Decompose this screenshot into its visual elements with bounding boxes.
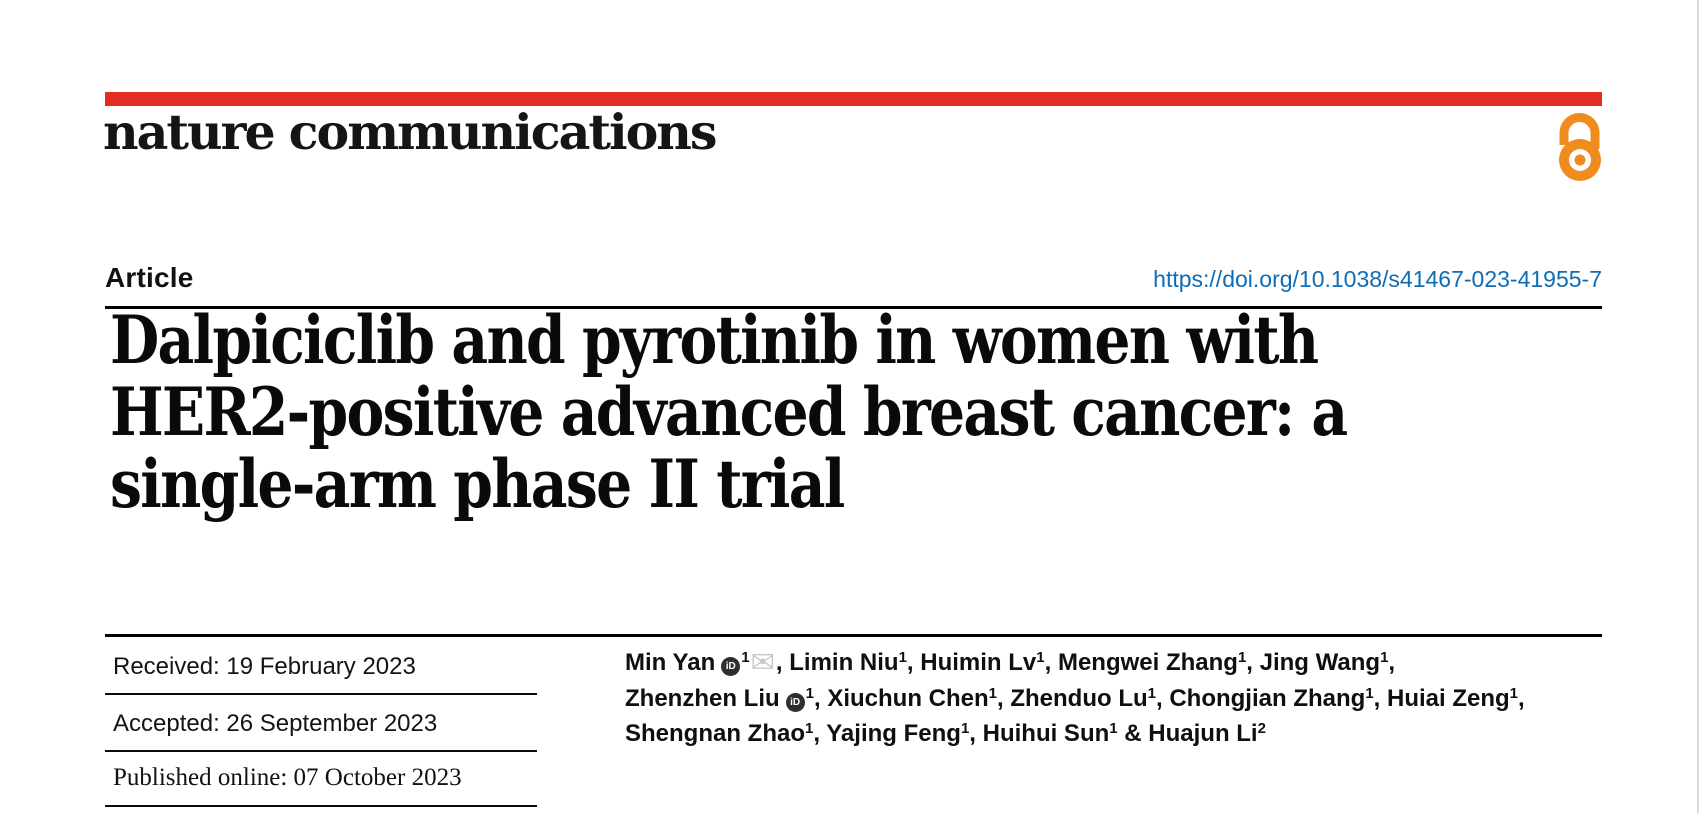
author-name-text: , Huihui Sun [969,720,1110,747]
affiliation-superscript: 1 [1147,684,1156,702]
orcid-icon[interactable]: iD [785,692,805,712]
brand-red-bar [105,92,1602,106]
author-name-text: , Huimin Lv [906,649,1037,676]
title-line: HER2-positive advanced breast cancer: a [110,373,1348,451]
affiliation-superscript: 1 [960,720,970,737]
affiliation-superscript: 1 [988,684,998,702]
received-date: Received: 19 February 2023 [113,653,416,680]
author-name-text: & Huajun Li [1117,720,1258,747]
divider [105,693,537,695]
affiliation-superscript: 2 [1257,720,1266,737]
affiliation-superscript: 1 [741,649,750,666]
author-name-text: Min Yan [625,649,716,676]
author-name-text: , Huiai Zeng [1373,684,1510,712]
divider [105,805,537,807]
author-name-text: , Limin Niu [775,649,899,676]
divider [105,306,1602,309]
divider [105,750,537,752]
author-name-text: Zhenzhen Liu [625,684,780,712]
email-icon[interactable]: ✉ [750,647,775,679]
author-name-text: , Jing Wang [1246,649,1381,676]
affiliation-superscript: 1 [1509,684,1519,702]
author-line: Zhenzhen Liu iD1, Xiuchun Chen1, Zhenduo … [625,681,1615,717]
affiliation-superscript: 1 [898,649,907,666]
pdf-page-edge [1697,0,1699,813]
divider [105,634,1602,637]
published-date: Published online: 07 October 2023 [113,764,462,791]
orcid-icon[interactable]: iD [721,657,741,677]
author-name-text: , Mengwei Zhang [1044,649,1238,676]
article-title: Dalpiciclib and pyrotinib in women with … [110,304,1670,520]
title-line: single-arm phase II trial [110,445,845,523]
author-name-text: , Xiuchun Chen [814,684,989,712]
affiliation-superscript: 1 [1036,649,1045,666]
author-name-text: , [1518,684,1525,712]
title-line: Dalpiciclib and pyrotinib in women with [110,301,1319,379]
author-name-text: , Chongjian Zhang [1156,684,1366,712]
accepted-date: Accepted: 26 September 2023 [113,710,438,737]
article-type-label: Article [105,262,194,293]
author-line: Shengnan Zhao1, Yajing Feng1, Huihui Sun… [625,716,1615,752]
affiliation-superscript: 1 [805,720,814,737]
article-header-row: Article https://doi.org/10.1038/s41467-0… [105,262,1602,294]
affiliation-superscript: 1 [1237,649,1247,666]
author-name-text: Shengnan Zhao [625,720,805,747]
affiliation-superscript: 1 [1109,720,1118,737]
open-access-icon [1553,109,1603,190]
affiliation-superscript: 1 [1365,684,1374,702]
doi-link[interactable]: https://doi.org/10.1038/s41467-023-41955… [1153,266,1602,292]
author-name-text: , Zhenduo Lu [997,684,1148,712]
affiliation-superscript: 1 [805,684,814,702]
author-name-text: , Yajing Feng [813,720,961,747]
affiliation-superscript: 1 [1380,649,1389,666]
author-name-text: , [1388,649,1396,676]
journal-logo: nature communications [103,103,717,161]
author-line: Min Yan iD1✉, Limin Niu1, Huimin Lv1, Men… [625,645,1615,681]
author-list: Min Yan iD1✉, Limin Niu1, Huimin Lv1, Men… [625,645,1615,752]
